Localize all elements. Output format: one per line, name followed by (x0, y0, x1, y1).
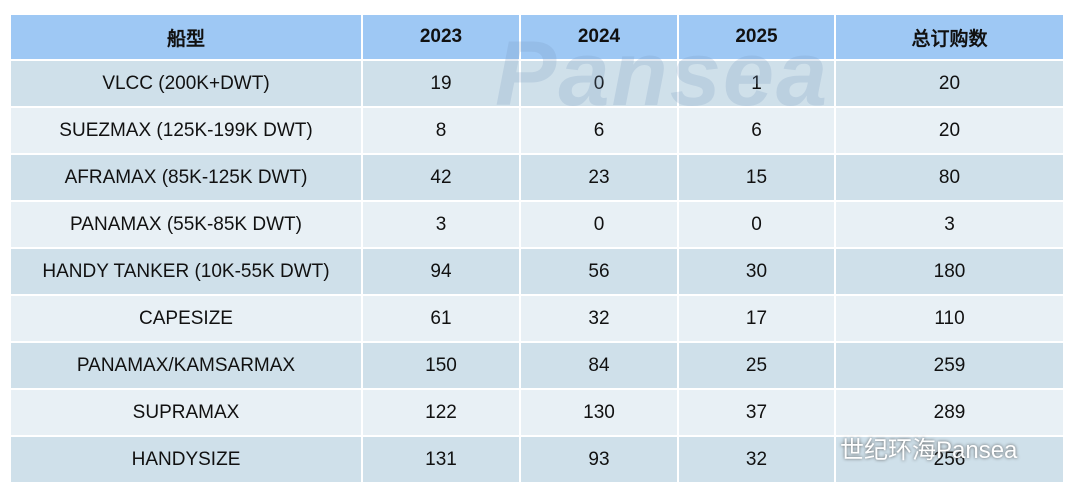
table-row: PANAMAX (55K-85K DWT) 3 0 0 3 (9, 200, 1065, 249)
table-cell: 15 (677, 153, 836, 202)
table-cell: 0 (519, 200, 679, 249)
table-cell: HANDYSIZE (9, 435, 363, 484)
table-row: AFRAMAX (85K-125K DWT) 42 23 15 80 (9, 153, 1065, 202)
table-cell: 131 (361, 435, 521, 484)
table-cell: 23 (519, 153, 679, 202)
table-cell: 20 (834, 59, 1065, 108)
table-cell: PANAMAX (55K-85K DWT) (9, 200, 363, 249)
table-cell: 110 (834, 294, 1065, 343)
table-cell: 289 (834, 388, 1065, 437)
table-row: HANDYSIZE 131 93 32 256 (9, 435, 1065, 484)
table-cell: HANDY TANKER (10K-55K DWT) (9, 247, 363, 296)
table-cell: 42 (361, 153, 521, 202)
table-cell: 32 (519, 294, 679, 343)
table-cell: 80 (834, 153, 1065, 202)
fleet-table: 船型 2023 2024 2025 总订购数 VLCC (200K+DWT) 19 0 1 20… (9, 13, 1065, 484)
table-cell: 256 (834, 435, 1065, 484)
table-cell: 8 (361, 106, 521, 155)
header-cell: 2024 (519, 13, 679, 61)
table-cell: AFRAMAX (85K-125K DWT) (9, 153, 363, 202)
table-cell: PANAMAX/KAMSARMAX (9, 341, 363, 390)
table-cell: 0 (519, 59, 679, 108)
table-cell: 93 (519, 435, 679, 484)
table-cell: 32 (677, 435, 836, 484)
table-cell: 84 (519, 341, 679, 390)
table-cell: 19 (361, 59, 521, 108)
header-cell: 总订购数 (834, 13, 1065, 61)
table-cell: 150 (361, 341, 521, 390)
header-cell: 2025 (677, 13, 836, 61)
table-cell: 25 (677, 341, 836, 390)
table-row: CAPESIZE 61 32 17 110 (9, 294, 1065, 343)
table-cell: 94 (361, 247, 521, 296)
table-cell: 1 (677, 59, 836, 108)
header-row: 船型 2023 2024 2025 总订购数 (9, 13, 1065, 61)
table-cell: 6 (677, 106, 836, 155)
table-cell: CAPESIZE (9, 294, 363, 343)
table-cell: 3 (361, 200, 521, 249)
table-cell: 56 (519, 247, 679, 296)
table-cell: 37 (677, 388, 836, 437)
table-cell: VLCC (200K+DWT) (9, 59, 363, 108)
table-cell: 130 (519, 388, 679, 437)
table-cell: 122 (361, 388, 521, 437)
table-row: SUEZMAX (125K-199K DWT) 8 6 6 20 (9, 106, 1065, 155)
table-cell: 6 (519, 106, 679, 155)
table-cell: SUEZMAX (125K-199K DWT) (9, 106, 363, 155)
table-cell: 259 (834, 341, 1065, 390)
table-cell: 20 (834, 106, 1065, 155)
table-cell: 3 (834, 200, 1065, 249)
table-cell: 17 (677, 294, 836, 343)
table-cell: 180 (834, 247, 1065, 296)
table-cell: 30 (677, 247, 836, 296)
table-row: SUPRAMAX 122 130 37 289 (9, 388, 1065, 437)
table-cell: SUPRAMAX (9, 388, 363, 437)
header-cell: 船型 (9, 13, 363, 61)
header-cell: 2023 (361, 13, 521, 61)
table-cell: 61 (361, 294, 521, 343)
table-cell: 0 (677, 200, 836, 249)
table-body: VLCC (200K+DWT) 19 0 1 20 SUEZMAX (125K-199K … (9, 59, 1065, 484)
table-row: PANAMAX/KAMSARMAX 150 84 25 259 (9, 341, 1065, 390)
table-row: HANDY TANKER (10K-55K DWT) 94 56 30 180 (9, 247, 1065, 296)
table-row: VLCC (200K+DWT) 19 0 1 20 (9, 59, 1065, 108)
